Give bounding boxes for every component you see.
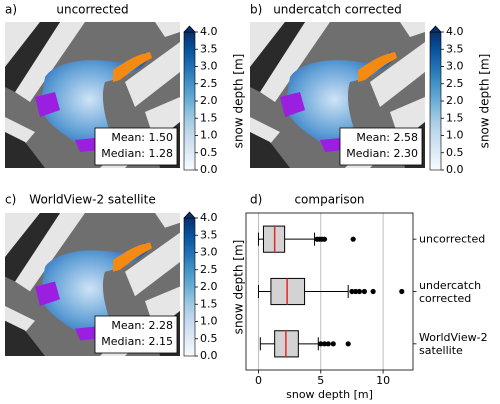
hillshade-dark <box>250 132 290 168</box>
purple-area <box>35 92 60 117</box>
panel-label: d) <box>250 193 262 207</box>
hillshade-dark <box>5 22 60 92</box>
colorbar-tick-label: 4.0 <box>200 25 218 38</box>
flier <box>318 341 324 347</box>
x-axis-label: snow depth [m] <box>286 388 373 401</box>
colorbar-tick-label: 0.0 <box>200 163 218 176</box>
hillshade-dark <box>5 213 60 282</box>
panel-label: a) <box>5 3 17 17</box>
colorbar-tick-label: 1.5 <box>446 111 464 124</box>
colorbar-extend <box>183 25 196 33</box>
flier <box>356 288 363 295</box>
hillshade-light <box>15 213 85 292</box>
colorbar-tick-label: 3.5 <box>200 228 218 241</box>
y-tick-label: uncorrected <box>419 232 486 246</box>
flier <box>349 288 355 295</box>
colorbar-tick-label: 0.5 <box>446 146 464 159</box>
colorbar <box>183 217 196 357</box>
panel-label: b) <box>250 3 262 17</box>
flier <box>370 288 376 295</box>
flier <box>325 341 331 347</box>
x-tick-label: 10 <box>376 374 390 387</box>
colorbar-tick-label: 1.0 <box>200 129 218 142</box>
colorbar-tick-label: 2.5 <box>200 77 218 90</box>
x-tick-label: 5 <box>317 374 324 387</box>
flier <box>345 341 351 347</box>
stats-text: Mean: 2.28 <box>111 319 173 332</box>
colorbar-tick-label: 3.0 <box>200 60 218 73</box>
flier <box>350 236 356 242</box>
orange-area <box>113 242 152 272</box>
plot-frame <box>245 212 414 371</box>
hillshade-light <box>125 42 180 107</box>
stats-text: Median: 2.30 <box>346 147 418 160</box>
colorbar-tick-label: 1.5 <box>200 297 218 310</box>
colorbar-tick-label: 3.5 <box>446 42 464 55</box>
orange-area <box>358 52 397 82</box>
purple-area <box>280 92 305 117</box>
orange-area <box>113 52 152 82</box>
map-image <box>250 22 425 168</box>
colorbar-tick-label: 2.0 <box>200 280 218 293</box>
colorbar-tick-label: 1.5 <box>200 111 218 124</box>
panel-title: WorldView-2 satellite <box>29 193 155 207</box>
colorbar <box>183 31 196 171</box>
flier <box>330 341 336 347</box>
hillshade-light <box>400 22 425 37</box>
stats-box <box>94 127 178 166</box>
colorbar-tick-label: 2.0 <box>446 94 464 107</box>
hillshade-light <box>370 42 425 107</box>
stats-text: Median: 2.15 <box>101 335 173 348</box>
flier <box>399 288 405 295</box>
flier <box>321 236 328 242</box>
stats-text: Median: 1.28 <box>101 147 173 160</box>
colorbar-tick-label: 2.5 <box>446 77 464 90</box>
purple-area <box>35 281 60 307</box>
flier <box>353 288 359 295</box>
colorbar-extend <box>429 25 442 33</box>
hillshade-light <box>155 213 180 228</box>
colorbar-tick-label: 2.5 <box>200 263 218 276</box>
stats-box <box>94 315 178 354</box>
stats-text: Mean: 2.58 <box>356 131 418 144</box>
panel-label: c) <box>5 193 16 207</box>
x-tick-label: 0 <box>255 374 262 387</box>
colorbar-tick-label: 3.5 <box>200 42 218 55</box>
colorbar-tick-label: 3.0 <box>446 60 464 73</box>
hillshade-dark <box>5 132 45 168</box>
colorbar-tick-label: 1.0 <box>446 129 464 142</box>
colorbar-label: snow depth [m] <box>232 240 246 335</box>
flier <box>321 341 328 347</box>
panel-title: undercatch corrected <box>273 3 402 17</box>
colorbar-tick-label: 0.0 <box>446 163 464 176</box>
y-tick-label: WorldView-2 satellite <box>419 330 488 357</box>
colorbar-extend <box>183 211 196 219</box>
colorbar-tick-label: 0.0 <box>200 349 218 362</box>
colorbar-tick-label: 2.0 <box>200 94 218 107</box>
flier <box>361 288 367 295</box>
stats-box <box>339 127 423 166</box>
hillshade-light <box>15 22 85 102</box>
colorbar-tick-label: 4.0 <box>446 25 464 38</box>
hillshade-dark <box>250 22 305 92</box>
colorbar-tick-label: 4.0 <box>200 211 218 224</box>
hillshade-light <box>125 232 180 297</box>
stats-text: Mean: 1.50 <box>111 131 173 144</box>
hillshade-light <box>155 22 180 37</box>
colorbar-tick-label: 3.0 <box>200 246 218 259</box>
panel-title: uncorrected <box>56 3 128 17</box>
panel-title: comparison <box>294 193 364 207</box>
colorbar-label: snow depth [m] <box>232 54 246 149</box>
hillshade-light <box>260 22 330 102</box>
colorbar-tick-label: 0.5 <box>200 146 218 159</box>
colorbar-label: snow depth [m] <box>478 54 492 149</box>
colorbar-tick-label: 1.0 <box>200 315 218 328</box>
hillshade-dark <box>5 320 45 356</box>
colorbar-tick-label: 0.5 <box>200 332 218 345</box>
y-tick-label: undercatch corrected <box>419 278 482 305</box>
colorbar <box>429 31 442 171</box>
